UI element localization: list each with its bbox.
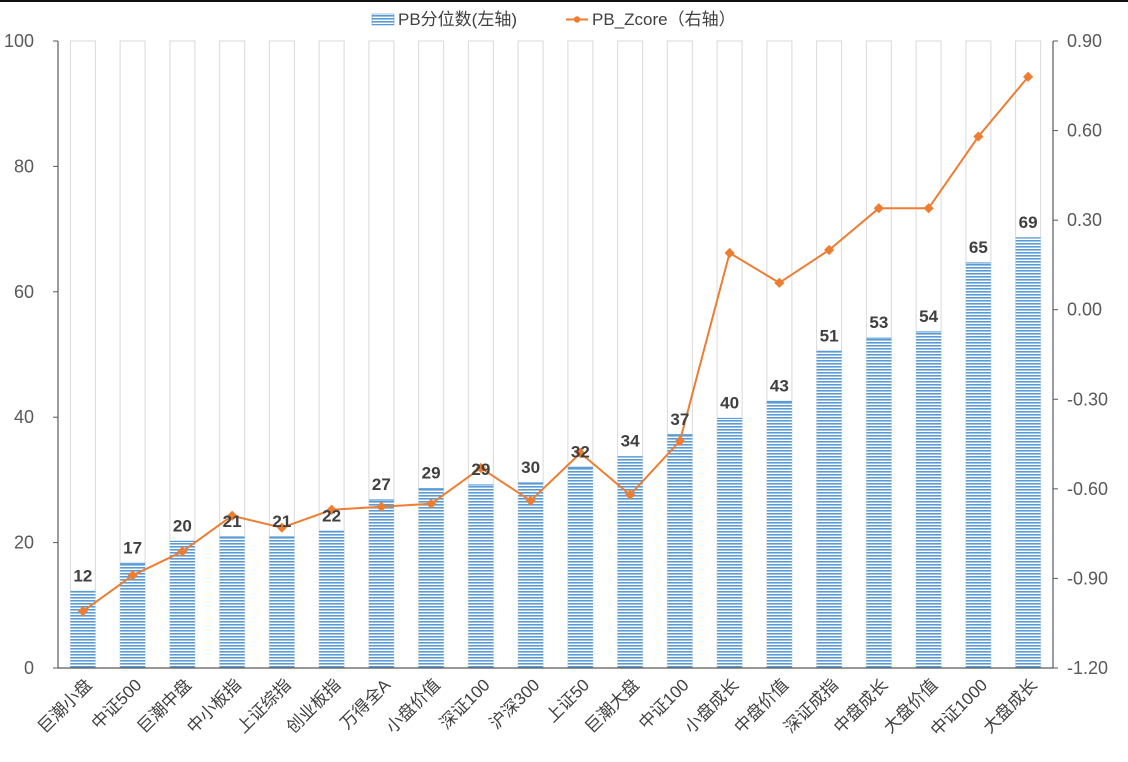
bar-data-label: 65 [969,238,988,257]
bar-data-label: 20 [173,516,192,535]
category-label: 上证综指 [233,675,295,737]
right-tick-label: -1.20 [1067,658,1108,678]
right-tick-label: -0.90 [1067,568,1108,588]
bar [667,434,693,668]
bar-slots [69,40,1042,669]
right-tick-label: 0.30 [1067,210,1102,230]
bar-data-label: 17 [123,538,142,557]
bar-data-label: 12 [73,567,92,586]
bar [816,351,842,668]
bar [766,401,792,668]
category-label: 中盘成长 [830,675,892,737]
right-tick-label: 0.60 [1067,121,1102,141]
right-tick-label: -0.30 [1067,389,1108,409]
category-label: 中盘价值 [731,675,793,737]
legend-bar-label: PB分位数(左轴) [398,10,517,29]
axes [57,41,1054,669]
bar [965,262,991,668]
bar-data-label: 29 [471,460,490,479]
bar-data-label: 29 [422,464,441,483]
zscore-point [426,498,437,509]
zscore-point [376,501,387,512]
right-axis-ticks: -1.20 -0.90 -0.60 -0.30 0.00 0.30 0.60 0.90 [1053,31,1108,678]
legend: PB分位数(左轴) PB_Zcore（右轴） [371,10,736,29]
bar [468,484,494,668]
zscore-point [575,447,586,459]
zscore-point [276,522,287,533]
left-tick-label: 20 [14,533,34,553]
category-label: 巨潮小盘 [34,675,96,737]
bar [567,467,593,668]
plot-area: 0 20 40 60 80 100 -1.20 -0.90 -0.60 -0.30 0.00 0.3… [4,31,1108,740]
category-label: 小盘价值 [382,675,444,737]
category-label: 巨潮中盘 [134,675,196,737]
right-tick-label: 0.90 [1067,31,1102,51]
bar-data-label: 21 [272,512,291,531]
left-tick-label: 40 [14,407,34,427]
bar [169,541,195,668]
bar-data-label: 21 [223,512,242,531]
left-tick-label: 60 [14,282,34,302]
category-label: 小盘成长 [681,675,743,737]
bar-data-label: 51 [820,326,839,345]
bar-data-label: 27 [372,475,391,494]
category-label: 深证100 [436,675,494,733]
bar-data-label: 32 [571,442,590,461]
bar [319,531,345,668]
right-tick-label: -0.60 [1067,479,1108,499]
legend-bar-swatch [371,13,395,26]
bar [368,499,394,668]
bar [866,338,892,668]
bar-data-label: 54 [919,307,938,326]
category-label: 创业板指 [283,675,345,737]
category-labels: 巨潮小盘中证500巨潮中盘中小板指上证综指创业板指万得全A小盘价值深证100沪深… [34,675,1041,740]
bar [418,488,444,668]
left-tick-label: 100 [4,31,34,51]
zscore-point [774,277,785,288]
bar-data-label: 37 [670,410,689,429]
category-label: 大盘成长 [979,675,1041,737]
top-border [0,0,1128,2]
left-axis-ticks: 0 20 40 60 80 100 [4,31,58,678]
bar-data-label: 53 [869,313,888,332]
zscore-point [475,462,486,474]
left-tick-label: 80 [14,156,34,176]
bar [717,418,743,668]
zscore-line [77,71,1034,617]
zscore-polyline [82,76,1029,613]
bar [269,536,295,668]
bar-data-label: 34 [621,432,640,451]
bar-data-label: 22 [322,506,341,525]
left-tick-label: 0 [24,658,34,678]
bar [1015,237,1041,669]
category-label: 巨潮大盘 [581,675,643,737]
bars [70,237,1041,669]
zscore-point [674,435,685,447]
bar-data-label: 43 [770,377,789,396]
bar-data-label: 40 [720,393,739,412]
category-label: 中小板指 [183,675,245,737]
zscore-point [625,489,636,500]
legend-line-marker [573,16,581,23]
bar-data-label: 69 [1019,213,1038,232]
category-label: 深证成指 [780,675,842,737]
bar-data-labels: 12 17 20 21 21 22 27 29 29 30 32 34 37 40 43 51 53 54 65 69 [73,213,1037,586]
bar [219,536,245,668]
category-label: 沪深300 [486,675,544,733]
bar-data-label: 30 [521,458,540,477]
right-tick-label: 0.00 [1067,300,1102,320]
legend-line-label: PB_Zcore（右轴） [592,10,736,29]
bar [916,331,942,668]
zscore-point [127,570,138,581]
zscore-point [724,247,735,259]
bar [70,591,96,668]
bar [518,483,544,668]
